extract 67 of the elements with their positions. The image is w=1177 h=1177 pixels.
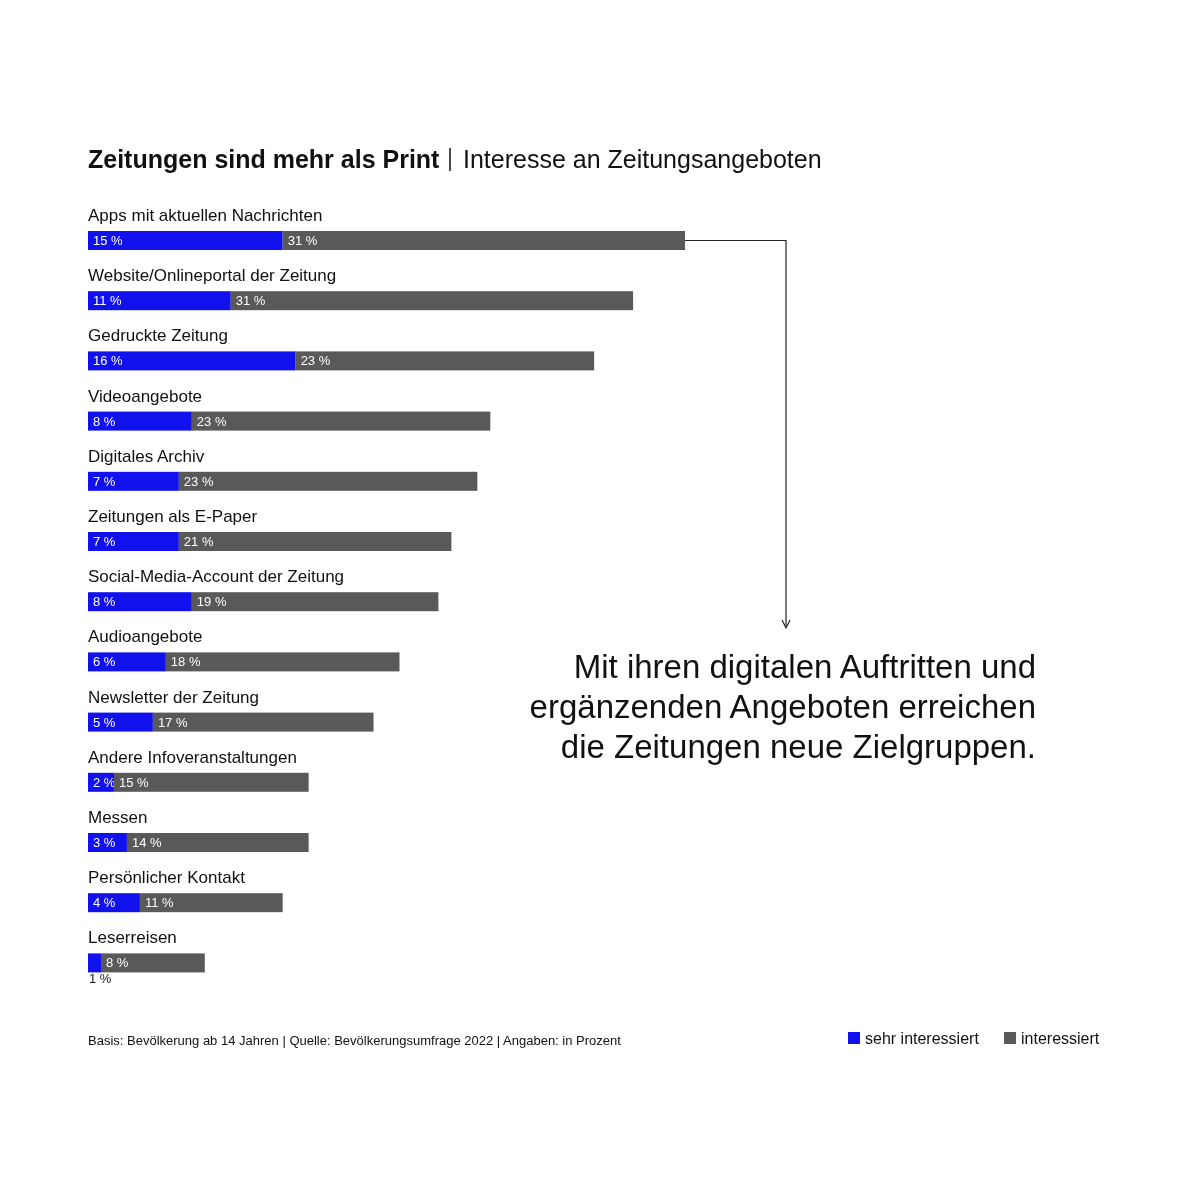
bar: [191, 592, 439, 612]
data-label: 18 %: [170, 654, 201, 670]
data-label: 21 %: [183, 534, 214, 549]
bar: [178, 471, 478, 491]
y-tick-label: Social-Media-Account der Zeitung: [88, 567, 345, 587]
bar: [139, 893, 283, 913]
bar: [113, 772, 309, 792]
bar: [282, 231, 685, 250]
bar: [152, 712, 374, 732]
data-label: 1 %: [89, 971, 112, 987]
data-label: 7 %: [93, 534, 116, 549]
legend-label: interessiert: [1021, 1030, 1100, 1047]
bar: [126, 833, 309, 852]
bar: [88, 291, 231, 311]
data-label: 11 %: [144, 895, 175, 911]
bar: [88, 351, 296, 371]
bar: [88, 953, 101, 973]
data-label: 15 %: [93, 233, 124, 248]
y-tick-label: Persönlicher Kontakt: [88, 868, 246, 888]
y-tick-label: Audioangebote: [88, 627, 203, 647]
data-label: 14 %: [131, 835, 163, 850]
data-label: 11 %: [93, 293, 123, 309]
data-label: 6 %: [93, 654, 116, 670]
bar: [178, 532, 452, 551]
y-tick-label: Gedruckte Zeitung: [88, 326, 228, 346]
data-label: 23 %: [300, 353, 331, 369]
data-label: 8 %: [105, 955, 129, 971]
y-tick-label: Zeitungen als E-Paper: [88, 507, 258, 526]
bar: [88, 231, 283, 250]
bar: [295, 351, 595, 371]
y-tick-label: Apps mit aktuellen Nachrichten: [88, 206, 323, 225]
bar: [230, 291, 634, 311]
y-tick-label: Website/Onlineportal der Zeitung: [88, 266, 337, 286]
bar: [88, 652, 166, 672]
legend-label: sehr interessiert: [865, 1030, 980, 1047]
annotation: Mit ihren digitalen Auftritten und ergänzenden Angeboten erreichen die Zeitungen neue Zielgruppen.: [529, 648, 1036, 765]
bar: [88, 712, 153, 732]
y-tick-label: Andere Infoveranstaltungen: [88, 747, 297, 767]
bar: [191, 411, 491, 431]
data-label: 31 %: [287, 233, 318, 248]
bar: [88, 471, 179, 491]
data-label: 8 %: [93, 594, 116, 610]
data-label: 19 %: [196, 594, 227, 610]
data-label: 31 %: [235, 293, 266, 309]
y-tick-label: Messen: [88, 808, 148, 827]
bar: [88, 411, 192, 431]
data-label: 23 %: [183, 473, 214, 489]
data-label: 15 %: [118, 774, 150, 790]
chart-title: Zeitungen sind mehr als Print: [88, 145, 441, 173]
y-tick-label: Leserreisen: [88, 928, 177, 948]
data-label: 5 %: [93, 714, 116, 730]
bar: [88, 532, 179, 551]
data-label: 23 %: [196, 413, 227, 429]
y-tick-label: Newsletter der Zeitung: [88, 687, 260, 707]
data-label: 8 %: [93, 413, 116, 429]
bar: [100, 953, 205, 973]
data-label: 4 %: [93, 895, 116, 911]
bar: [165, 652, 400, 672]
data-label: 16 %: [93, 353, 124, 369]
y-tick-label: Digitales Archiv: [88, 446, 205, 466]
data-label: 7 %: [93, 473, 116, 489]
data-label: 3 %: [93, 835, 116, 850]
bar: [88, 592, 192, 612]
data-label: 17 %: [157, 714, 188, 730]
chart-subtitle: Interesse an Zeitungsangeboten: [463, 145, 822, 173]
text: Basis: Bevölkerung ab 14 Jahren | Quelle: Bevölkerungsumfrage 2022 | Angaben: in Prozent: [88, 1033, 622, 1048]
y-tick-label: Videoangebote: [88, 386, 203, 406]
